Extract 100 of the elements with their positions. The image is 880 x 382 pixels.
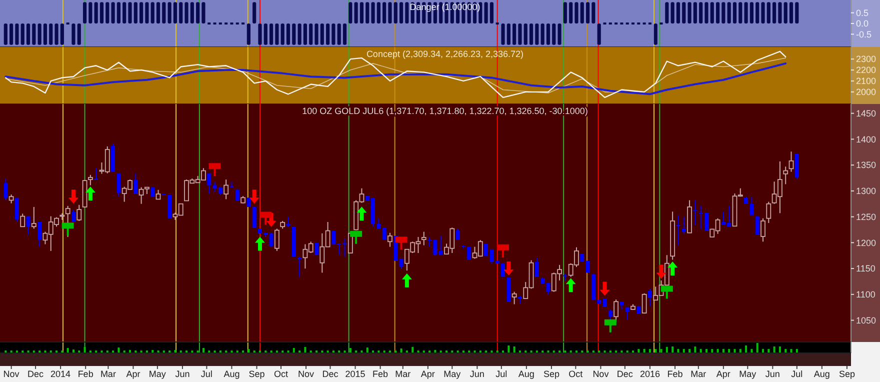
bar bbox=[672, 346, 674, 353]
x-tick-label: Apr bbox=[420, 369, 435, 379]
candlestick bbox=[342, 238, 347, 258]
point bbox=[208, 163, 221, 176]
candlestick bbox=[766, 201, 772, 224]
y-tick-label: 1350 bbox=[856, 160, 876, 170]
candlestick bbox=[76, 204, 82, 222]
y-tick-label: 1400 bbox=[856, 134, 876, 144]
bar bbox=[366, 348, 368, 353]
candlestick bbox=[269, 232, 274, 248]
line-series bbox=[5, 50, 786, 98]
x-tick-label: 2015 bbox=[345, 369, 366, 379]
y-tick-label: 1050 bbox=[856, 315, 876, 326]
point bbox=[566, 278, 576, 292]
x-tick-label: Mar bbox=[395, 369, 411, 379]
y-tick-label: 0.5 bbox=[856, 8, 869, 18]
candlestick bbox=[388, 232, 392, 248]
bar bbox=[66, 348, 69, 353]
candlestick bbox=[134, 172, 138, 195]
candlestick bbox=[438, 235, 443, 256]
candlestick bbox=[14, 198, 19, 222]
y-tick-label: 2000 bbox=[856, 87, 876, 98]
x-tick-label: Dec bbox=[28, 369, 44, 379]
candlestick bbox=[648, 288, 652, 307]
point bbox=[604, 319, 616, 332]
y-tick-label: 1250 bbox=[856, 212, 876, 222]
y-tick-label: -0.5 bbox=[856, 29, 872, 40]
x-tick-label: Mar bbox=[100, 369, 116, 379]
bar bbox=[412, 347, 414, 353]
bar bbox=[773, 346, 776, 353]
candlestick bbox=[116, 172, 121, 198]
point bbox=[356, 206, 367, 221]
candlestick bbox=[682, 216, 686, 234]
candlestick bbox=[676, 214, 680, 246]
candlestick bbox=[399, 258, 404, 270]
candlestick bbox=[274, 228, 280, 252]
y-tick-label: 0.0 bbox=[856, 18, 869, 29]
candlestick bbox=[94, 168, 98, 180]
x-tick-label: Jun bbox=[765, 369, 780, 379]
x-tick-label: Apr bbox=[716, 369, 730, 379]
candlestick bbox=[20, 213, 26, 228]
candlestick bbox=[693, 200, 698, 226]
candlestick bbox=[788, 151, 794, 172]
y-tick-label: 1300 bbox=[856, 186, 876, 196]
x-tick-label: Jul bbox=[496, 369, 508, 379]
y-tick-label: 1450 bbox=[856, 108, 876, 118]
candlestick bbox=[783, 166, 788, 185]
point bbox=[660, 286, 673, 299]
point bbox=[668, 262, 678, 276]
x-tick-label: Jun bbox=[470, 369, 484, 379]
candlestick bbox=[421, 231, 426, 246]
point bbox=[254, 236, 265, 251]
bar bbox=[118, 348, 120, 353]
candlestick bbox=[750, 196, 754, 216]
bar bbox=[694, 346, 696, 353]
candlestick bbox=[88, 174, 93, 186]
y-tick-label: 2100 bbox=[856, 76, 876, 86]
candlestick bbox=[625, 306, 630, 320]
bar bbox=[778, 346, 781, 353]
candlestick bbox=[207, 172, 212, 194]
candlestick bbox=[4, 178, 8, 201]
x-tick-label: Feb bbox=[78, 369, 94, 379]
bar bbox=[304, 347, 306, 353]
candlestick bbox=[760, 218, 766, 242]
candlestick bbox=[755, 216, 760, 236]
bar bbox=[202, 348, 204, 353]
chart-title: Concept (2,309.34, 2,266.23, 2,336.72) bbox=[366, 49, 524, 59]
candlestick bbox=[38, 221, 42, 248]
candlestick bbox=[246, 197, 251, 208]
bar bbox=[292, 348, 295, 353]
point bbox=[260, 212, 272, 225]
x-tick-label: Dec bbox=[616, 369, 634, 379]
point bbox=[402, 273, 412, 288]
candlestick bbox=[71, 210, 76, 222]
chart-title: Danger (1.00000) bbox=[410, 2, 480, 12]
point bbox=[62, 222, 74, 236]
point bbox=[68, 190, 78, 204]
candlestick bbox=[348, 231, 353, 254]
x-tick-label: Nov bbox=[298, 369, 314, 379]
bar bbox=[513, 346, 516, 353]
x-tick-label: Oct bbox=[568, 369, 584, 379]
y-tick-label: 2300 bbox=[856, 54, 876, 64]
point bbox=[395, 236, 408, 250]
candlestick bbox=[286, 216, 290, 228]
bar bbox=[84, 347, 86, 353]
x-tick-label: Sep bbox=[248, 369, 265, 379]
x-tick-label: Jul bbox=[791, 369, 803, 379]
candlestick bbox=[298, 256, 302, 278]
y-tick-label: 2200 bbox=[856, 65, 876, 76]
candlestick bbox=[614, 299, 618, 322]
candlestick bbox=[31, 206, 36, 230]
x-tick-label: Dec bbox=[322, 369, 339, 379]
x-tick-label: Jun bbox=[175, 369, 190, 379]
point bbox=[656, 264, 666, 279]
bar bbox=[756, 343, 758, 353]
point bbox=[497, 244, 510, 258]
point bbox=[249, 190, 260, 204]
x-tick-label: 2016 bbox=[640, 369, 660, 379]
x-tick-label: Mar bbox=[690, 369, 706, 379]
x-tick-label: Sep bbox=[838, 369, 855, 379]
